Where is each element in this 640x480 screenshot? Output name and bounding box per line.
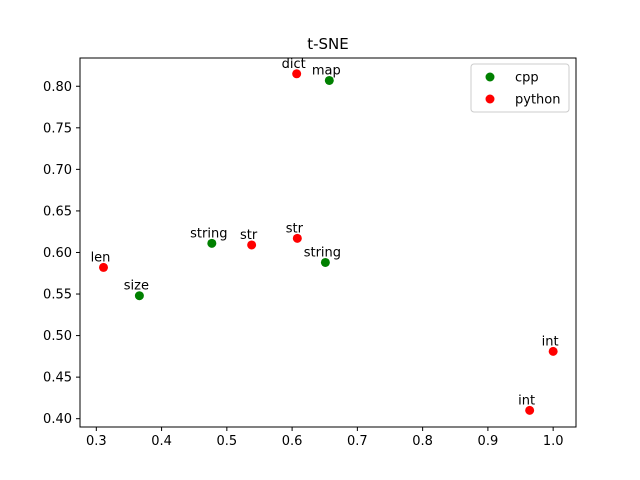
y-tick-label: 0.55 [43,288,72,303]
legend-box [470,63,570,113]
y-tick-label: 0.45 [43,371,72,386]
y-tick-label: 0.65 [43,204,72,219]
x-tick-label: 0.6 [282,434,303,449]
axes-frame [79,57,577,428]
point-label: len [91,250,111,265]
point-label: map [312,63,341,78]
y-tick-label: 0.50 [43,329,72,344]
legend-label-python: python [515,93,560,108]
plot-area: map string string size dict str str len int int [91,57,559,415]
point-label: string [304,245,341,260]
y-tick-label: 0.75 [43,121,72,136]
legend-marker-cpp [485,72,495,82]
x-tick-label: 0.3 [86,434,107,449]
chart-title: t-SNE [307,35,349,53]
x-tick-label: 0.4 [151,434,172,449]
point-label: dict [282,57,306,72]
x-tick-label: 1.0 [543,434,564,449]
data-point-cpp [324,75,334,85]
point-label: string [190,226,227,241]
y-tick-label: 0.60 [43,246,72,261]
point-label: str [240,228,258,243]
x-tick-label: 0.7 [347,434,368,449]
data-point-python [292,233,302,243]
y-tick-label: 0.80 [43,80,72,95]
x-tick-label: 0.8 [412,434,433,449]
data-point-cpp [134,291,144,301]
data-point-python [525,405,535,415]
data-point-python [247,240,257,250]
point-label: str [286,221,304,236]
point-label: int [542,334,559,349]
x-tick-label: 0.9 [478,434,499,449]
x-tick-label: 0.5 [216,434,237,449]
series-cpp: map string string size [124,63,341,301]
legend: cpp python [470,63,570,113]
data-point-python [98,262,108,272]
point-label: size [124,279,149,294]
series-python: dict str str len int int [91,57,559,415]
y-tick-label: 0.40 [43,412,72,427]
data-point-python [548,346,558,356]
legend-marker-python [485,94,495,104]
data-point-cpp [320,257,330,267]
y-tick-label: 0.70 [43,163,72,178]
data-point-cpp [207,238,217,248]
legend-label-cpp: cpp [515,71,539,86]
point-label: int [518,393,535,408]
axes: 0.3 0.4 0.5 0.6 0.7 0.8 0.9 1.0 0.40 0.45 0.50 0.55… [43,57,577,449]
data-point-python [292,69,302,79]
